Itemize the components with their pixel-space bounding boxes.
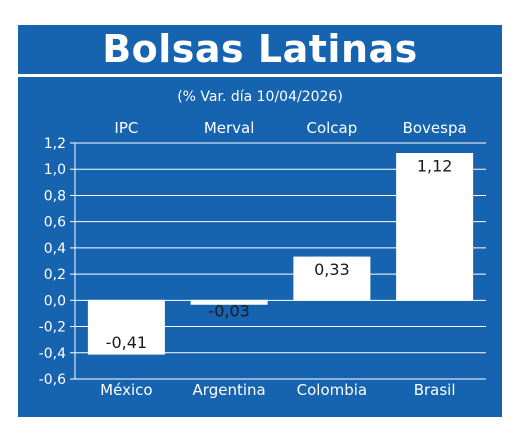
- bar: [396, 152, 474, 301]
- chart-title: Bolsas Latinas: [102, 27, 418, 71]
- bar-value-label: 1,12: [417, 156, 453, 175]
- y-tick-label: -0,2: [39, 320, 66, 336]
- y-tick-label: 0,0: [44, 293, 66, 309]
- y-tick-label: 0,8: [44, 188, 66, 204]
- title-bar: Bolsas Latinas: [18, 25, 502, 77]
- bar-value-label: 0,33: [314, 260, 350, 279]
- category-label: Bovespa: [403, 119, 467, 137]
- chart-subtitle: (% Var. día 10/04/2026): [177, 89, 343, 105]
- country-label: Colombia: [297, 381, 368, 399]
- country-label: Brasil: [414, 381, 456, 399]
- bar-value-label: -0,03: [208, 301, 249, 320]
- bar: [190, 299, 268, 305]
- category-label: Merval: [204, 119, 255, 137]
- bar-value-label: -0,41: [106, 333, 147, 352]
- y-tick-label: 1,0: [44, 162, 66, 178]
- y-tick-label: 1,2: [44, 136, 66, 152]
- y-tick-label: 0,2: [44, 267, 66, 283]
- bar: [87, 299, 165, 355]
- y-tick-label: 0,4: [44, 241, 66, 257]
- category-label: Colcap: [306, 119, 357, 137]
- y-tick-label: 0,6: [44, 215, 66, 231]
- category-label: IPC: [114, 119, 138, 137]
- y-tick-label: -0,4: [39, 346, 66, 362]
- bar: [293, 256, 371, 301]
- country-label: Argentina: [193, 381, 266, 399]
- country-label: México: [100, 381, 152, 399]
- y-tick-label: -0,6: [39, 372, 66, 388]
